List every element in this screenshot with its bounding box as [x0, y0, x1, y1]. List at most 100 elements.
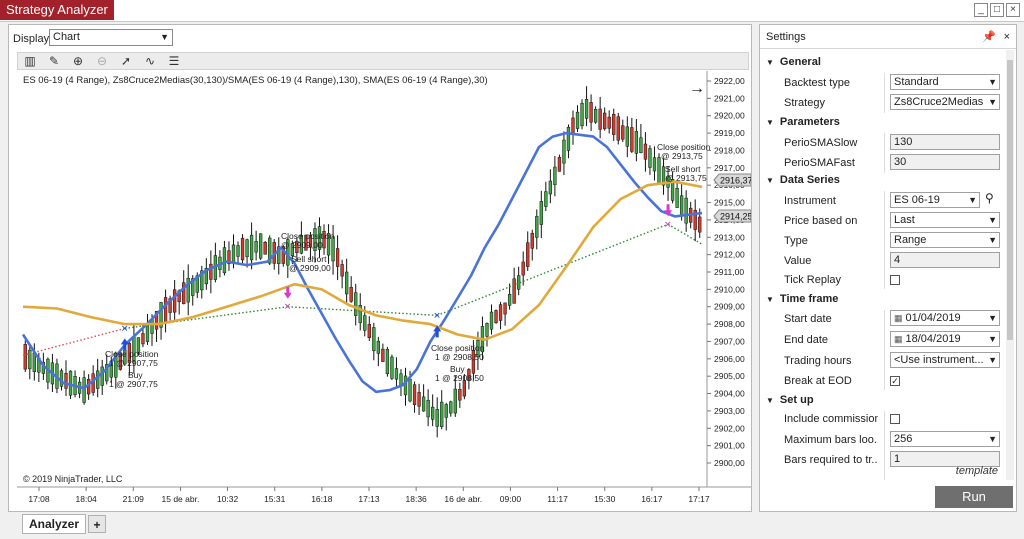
value-input[interactable]: 4 [890, 252, 1000, 268]
trade-line [667, 223, 703, 245]
date-value: 18/04/2019 [905, 333, 961, 345]
trade-line [436, 223, 669, 317]
section-label: Set up [779, 394, 814, 406]
zoom-in-icon[interactable]: ⊕ [72, 54, 84, 68]
candle-down [607, 116, 611, 129]
x-tick-label: 15:30 [594, 494, 616, 504]
chevron-down-icon: ▼ [988, 434, 997, 444]
search-icon[interactable]: ⚲ [985, 191, 994, 205]
max-bars-select[interactable]: 256 ▼ [890, 431, 1000, 447]
break-at-eod-checkbox[interactable]: ✓ [890, 376, 900, 386]
candle-down [154, 310, 159, 330]
candle-up [625, 126, 629, 147]
candle-up [114, 352, 118, 378]
start-date-label: Start date [784, 313, 832, 325]
annotation-text: Buy [128, 370, 143, 380]
section-parameters[interactable]: ▼ Parameters [766, 116, 840, 128]
select-value: Range [894, 234, 927, 246]
candle-up [440, 401, 444, 427]
strategy-select[interactable]: Zs8Cruce2Medias ▼ [890, 94, 1000, 110]
candle-down [643, 143, 648, 160]
candle-down [571, 117, 575, 135]
minimize-button[interactable]: _ [974, 3, 988, 17]
section-label: Parameters [779, 116, 840, 128]
select-value: <Use instrument... [894, 354, 984, 366]
entry-cross: ✕ [121, 323, 129, 333]
close-button[interactable]: × [1006, 3, 1020, 17]
break-at-eod-label: Break at EOD [784, 375, 852, 387]
y-tick-label: 2910,00 [714, 284, 745, 294]
title-bar: Strategy Analyzer _ □ × [0, 0, 1024, 22]
perio-slow-input[interactable]: 130 [890, 134, 1000, 150]
tab-analyzer[interactable]: Analyzer [22, 514, 87, 534]
chevron-down-icon: ▼ [160, 32, 169, 42]
pin-icon[interactable]: 📌 [982, 31, 996, 43]
pointer-icon[interactable]: ➚ [120, 54, 132, 68]
draw-pencil-icon[interactable]: ✎ [48, 54, 60, 68]
select-value: Last [894, 214, 915, 226]
candle-down [621, 125, 625, 140]
candle-up [431, 406, 435, 420]
y-tick-label: 2901,00 [714, 441, 745, 451]
window-controls: _ □ × [974, 3, 1020, 17]
chart-header-label: ES 06-19 (4 Range), Zs8Cruce2Medias(30,1… [23, 75, 488, 86]
trading-hours-select[interactable]: <Use instrument... ▼ [890, 352, 1000, 368]
settings-grid: ▼ General Backtest type Standard ▼ Strateg… [760, 50, 1006, 480]
x-tick-label: 10:32 [217, 494, 239, 504]
display-label: Display [13, 33, 50, 45]
properties-list-icon[interactable]: ☰ [168, 54, 180, 68]
start-date-picker[interactable]: ▦ 01/04/2019 ▼ [890, 310, 1000, 326]
maximize-button[interactable]: □ [990, 3, 1004, 17]
scrollbar-thumb[interactable] [1007, 60, 1013, 340]
section-general[interactable]: ▼ General [766, 56, 821, 68]
candle-up [652, 157, 657, 172]
instrument-select[interactable]: ES 06-19 ▼ [890, 192, 980, 208]
bars-required-label: Bars required to tr... [784, 454, 878, 466]
price-based-on-select[interactable]: Last ▼ [890, 212, 1000, 228]
y-tick-label: 2912,00 [714, 250, 745, 260]
section-label: General [779, 56, 821, 68]
candle-up [548, 180, 553, 195]
candle-down [616, 116, 620, 141]
zoom-out-icon[interactable]: ⊖ [96, 54, 108, 68]
indicator-icon[interactable]: ∿ [144, 54, 156, 68]
bars-required-input[interactable]: 1 [890, 451, 1000, 467]
x-tick-label: 18:36 [406, 494, 428, 504]
template-link[interactable]: template [955, 465, 998, 477]
perio-fast-input[interactable]: 30 [890, 154, 1000, 170]
candle-up [679, 195, 684, 217]
candle-down [295, 240, 299, 253]
section-data-series[interactable]: ▼ Data Series [766, 174, 840, 186]
candle-up [426, 399, 430, 418]
annotation-text: Sell short [665, 164, 701, 174]
tick-replay-checkbox[interactable] [890, 275, 900, 285]
section-set-up[interactable]: ▼ Set up [766, 394, 814, 406]
candle-up [245, 239, 249, 258]
annotation-text: Buy [450, 364, 465, 374]
settings-scrollbar[interactable] [1006, 50, 1014, 480]
add-tab-button[interactable]: + [88, 515, 107, 533]
arrow-right-icon[interactable]: → [689, 80, 705, 97]
annotation-text: 1 @ 2908,50 [435, 352, 484, 362]
candle-up [326, 233, 331, 256]
copyright-label: © 2019 NinjaTrader, LLC [23, 474, 123, 484]
candle-down [698, 216, 702, 233]
backtest-type-select[interactable]: Standard ▼ [890, 74, 1000, 90]
candle-up [535, 216, 539, 238]
run-button[interactable]: Run [935, 486, 1013, 508]
type-select[interactable]: Range ▼ [890, 232, 1000, 248]
end-date-picker[interactable]: ▦ 18/04/2019 ▼ [890, 331, 1000, 347]
candles-layer [23, 86, 702, 438]
price-chart[interactable]: 2922,00 2921,00 2920,00 2919,00 2918,00 2917,… [17, 71, 751, 511]
candle-up [82, 377, 86, 403]
candle-up [59, 370, 64, 387]
close-icon[interactable]: × [1003, 31, 1010, 43]
display-select[interactable]: Chart ▼ [49, 29, 173, 46]
candle-up [28, 349, 32, 370]
candle-up [566, 127, 571, 151]
bar-style-icon[interactable]: ▥ [24, 54, 36, 68]
include-commission-checkbox[interactable] [890, 414, 900, 424]
candle-down [182, 282, 186, 305]
section-time-frame[interactable]: ▼ Time frame [766, 293, 838, 305]
candle-up [96, 370, 100, 389]
